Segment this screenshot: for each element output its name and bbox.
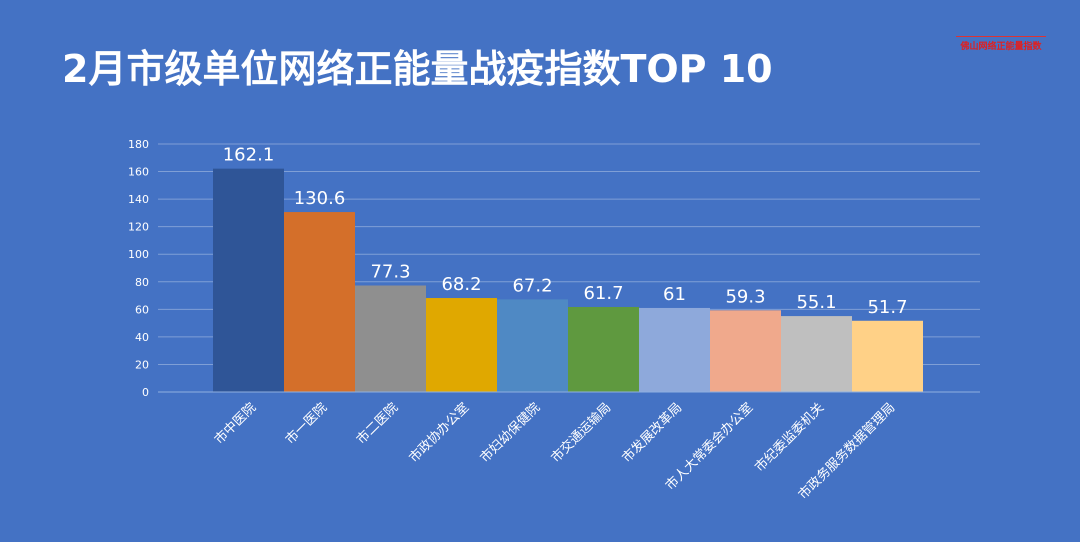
y-tick-label: 60 (135, 303, 149, 316)
y-tick-label: 140 (128, 193, 149, 206)
y-tick-label: 0 (142, 386, 149, 399)
brand-watermark: 佛山网络正能量指数 (956, 36, 1046, 52)
x-tick-label: 市纪委监委机关 (752, 400, 828, 476)
bar (497, 299, 568, 392)
x-tick-label: 市发展改革局 (619, 400, 685, 466)
data-label: 55.1 (796, 292, 836, 313)
y-tick-label: 40 (135, 331, 149, 344)
page-title: 2月市级单位网络正能量战疫指数TOP 10 (62, 47, 773, 91)
bar (710, 310, 781, 392)
y-tick-label: 180 (128, 138, 149, 151)
x-tick-label: 市中医院 (211, 400, 259, 448)
data-label: 67.2 (512, 275, 552, 296)
y-tick-label: 20 (135, 358, 149, 371)
x-tick-label: 市妇幼保健院 (477, 400, 543, 466)
bar (639, 307, 710, 392)
y-tick-label: 100 (128, 248, 149, 261)
data-label: 59.3 (725, 286, 765, 307)
bar (852, 320, 923, 392)
bar (568, 306, 639, 392)
bar (213, 168, 284, 392)
bar (355, 285, 426, 392)
data-label: 68.2 (441, 274, 481, 295)
data-label: 130.6 (294, 188, 346, 209)
x-tick-label: 市交通运输局 (548, 400, 614, 466)
data-label: 77.3 (370, 261, 410, 282)
data-label: 162.1 (223, 145, 275, 166)
y-tick-label: 120 (128, 221, 149, 234)
x-tick-label: 市一医院 (282, 400, 330, 448)
bar (781, 316, 852, 392)
x-tick-label: 市政协办公室 (406, 400, 472, 466)
x-tick-label: 市二医院 (353, 400, 401, 448)
y-tick-label: 80 (135, 276, 149, 289)
data-label: 61.7 (583, 283, 623, 304)
y-tick-label: 160 (128, 166, 149, 179)
bar (284, 212, 355, 392)
data-label: 61 (663, 284, 686, 305)
data-label: 51.7 (867, 297, 907, 318)
bar (426, 298, 497, 392)
